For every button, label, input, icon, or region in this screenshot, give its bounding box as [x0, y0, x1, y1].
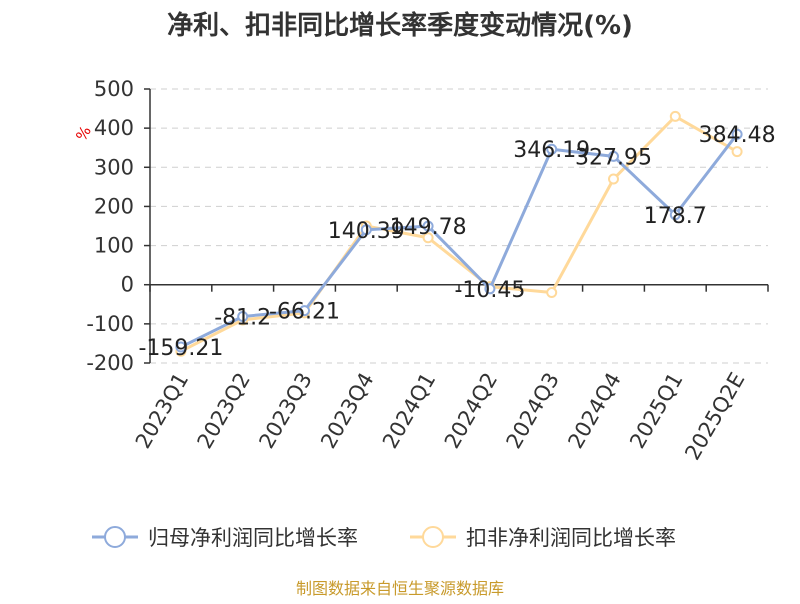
x-tick-label: 2023Q2 — [193, 369, 255, 453]
y-tick-label: 0 — [121, 273, 134, 297]
legend-item-1[interactable]: 归母净利润同比增长率 — [92, 526, 358, 550]
data-point[interactable] — [175, 341, 187, 353]
data-label: 140.39 — [328, 219, 405, 244]
data-point[interactable] — [546, 287, 558, 299]
gridlines — [150, 88, 768, 364]
y-tick-label: 200 — [94, 194, 134, 218]
legend-item-2[interactable]: 扣非净利润同比增长率 — [410, 526, 676, 550]
x-tick-label: 2025Q2E — [680, 369, 749, 465]
data-label: 346.19 — [513, 138, 590, 163]
legend-label: 扣非净利润同比增长率 — [466, 526, 676, 550]
data-label: 384.48 — [699, 123, 776, 148]
data-point[interactable] — [237, 310, 249, 322]
data-point[interactable] — [422, 220, 434, 232]
data-label: 327.95 — [575, 145, 652, 170]
series-group — [175, 110, 743, 357]
data-point[interactable] — [608, 173, 619, 185]
series-line-1 — [180, 133, 739, 349]
data-label: -159.21 — [138, 336, 223, 361]
data-point[interactable] — [360, 224, 372, 236]
data-label: 178.7 — [644, 204, 707, 229]
data-point[interactable] — [669, 209, 681, 221]
data-label: 149.78 — [390, 215, 467, 240]
data-point[interactable] — [546, 143, 558, 155]
chart-title: 净利、扣非同比增长率季度变动情况(%) — [167, 10, 633, 41]
legend-label: 归母净利润同比增长率 — [148, 526, 358, 550]
y-tick-label: -200 — [86, 351, 134, 375]
series-line-2 — [180, 114, 738, 353]
x-tick-label: 2023Q4 — [316, 369, 378, 453]
data-point[interactable] — [484, 283, 496, 295]
x-tick-label: 2025Q1 — [625, 369, 687, 453]
legend[interactable]: 归母净利润同比增长率 扣非净利润同比增长率 — [92, 526, 676, 550]
y-axis-unit: % — [72, 123, 95, 144]
data-label: -81.2 — [214, 305, 271, 330]
y-tick-label: 400 — [94, 116, 134, 140]
x-tick-label: 2024Q4 — [563, 369, 625, 453]
x-tick-label: 2024Q1 — [378, 368, 440, 452]
data-point[interactable] — [299, 305, 310, 317]
data-point[interactable] — [422, 232, 434, 244]
data-point[interactable] — [669, 110, 681, 122]
data-point[interactable] — [608, 150, 619, 162]
x-tick-label: 2024Q2 — [440, 369, 502, 453]
x-tick-label: 2023Q3 — [254, 369, 316, 453]
legend-marker — [104, 526, 126, 548]
data-source-note: 制图数据来自恒生聚源数据库 — [296, 579, 504, 598]
data-label: -10.45 — [454, 278, 525, 303]
y-tick-label: -100 — [86, 312, 134, 336]
y-tick-label: 300 — [94, 155, 134, 179]
x-tick-label: 2024Q3 — [502, 369, 564, 453]
y-tick-label: 100 — [94, 234, 134, 258]
data-point[interactable] — [731, 128, 743, 140]
data-label: -66.21 — [269, 300, 340, 325]
legend-marker — [422, 526, 444, 548]
x-tick-label: 2023Q1 — [131, 369, 193, 453]
y-tick-label: 500 — [94, 77, 134, 101]
data-point[interactable] — [731, 146, 743, 158]
